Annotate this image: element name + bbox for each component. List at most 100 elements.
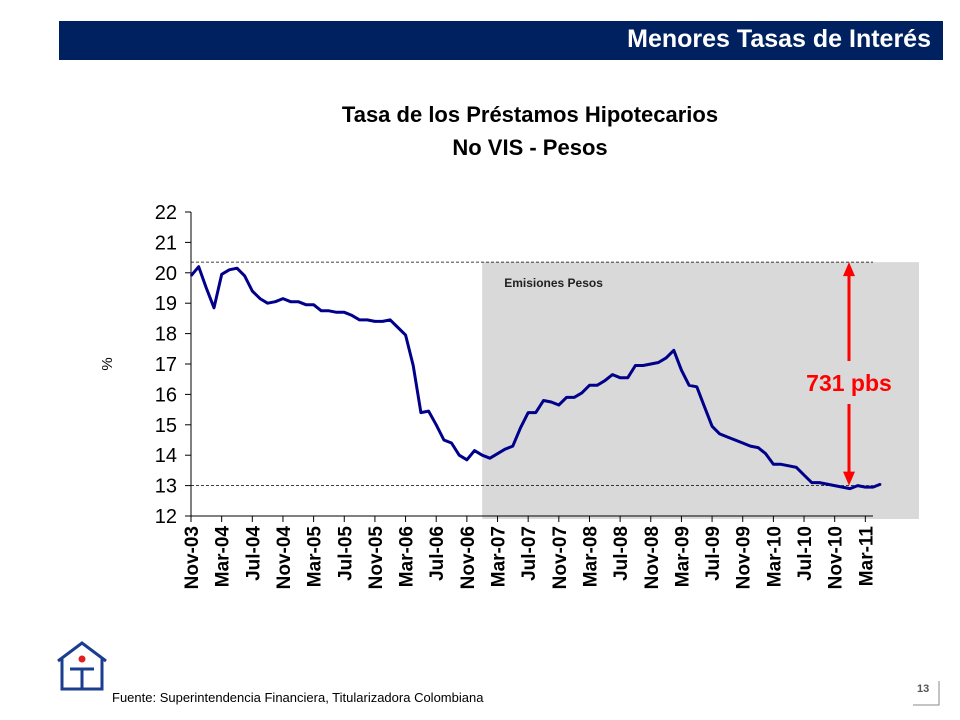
data-point [757,446,759,449]
data-point [726,436,729,438]
x-tick-label: Jul-08 [611,526,632,581]
x-tick-label: Nov-08 [642,526,663,589]
x-tick-label: Mar-07 [489,526,510,587]
data-point [695,386,698,388]
data-point [642,364,644,367]
data-point [266,302,269,305]
data-point [573,396,575,399]
data-point [343,311,346,314]
company-logo [56,641,108,696]
data-point [496,452,499,455]
data-point [259,297,261,300]
x-tick-label: Nov-09 [734,526,755,589]
data-point [649,363,652,365]
data-point [412,364,415,367]
data-point [366,319,369,321]
x-tick-label: Mar-11 [856,526,877,587]
data-point [764,452,767,455]
data-point [512,445,514,447]
x-tick-label: Nov-07 [550,526,571,589]
data-point [251,290,254,292]
data-point [228,268,231,271]
data-point [435,424,438,426]
x-tick-label: Jul-06 [427,526,448,581]
data-point [458,454,461,457]
y-tick-label: 21 [155,232,177,254]
data-point [749,445,752,447]
data-point [466,458,468,461]
x-tick-label: Jul-07 [519,526,540,581]
data-point [795,466,798,469]
data-point [818,481,821,484]
data-point [335,311,338,314]
data-point [711,425,713,428]
data-point [220,273,223,276]
data-point [205,287,208,289]
y-tick-label: 16 [155,384,177,406]
data-point [879,483,882,485]
x-tick-label: Jul-10 [795,526,816,581]
data-point [772,463,775,466]
y-tick-label: 14 [155,445,177,467]
y-axis-label: % [99,357,116,370]
x-tick-label: Nov-10 [826,526,847,589]
y-tick-label: 12 [155,506,177,528]
data-point [289,300,292,303]
y-tick-label: 17 [155,354,177,376]
chart-title-line-2: No VIS - Pesos [452,135,608,160]
data-point [320,310,323,312]
arrow-head-down [843,471,855,486]
data-point [190,275,192,277]
data-point [680,369,683,371]
data-point [420,411,422,414]
x-tick-label: Nov-03 [182,526,203,589]
data-point [810,481,813,484]
data-point [305,303,307,306]
data-point [312,303,315,306]
annotation-label: 731 pbs [806,370,892,396]
page-number: 13 [917,683,930,695]
title-banner: Menores Tasas de Interés [59,21,943,60]
data-point [236,267,238,270]
data-point [542,399,545,402]
data-point [381,320,384,323]
y-tick-label: 20 [155,263,177,285]
data-point [626,376,629,379]
x-tick-label: Mar-08 [580,526,601,587]
x-tick-label: Jul-09 [703,526,724,581]
data-point [596,384,598,387]
data-point [443,439,445,441]
data-point [718,433,721,435]
data-point [535,411,537,414]
data-point [841,486,844,488]
data-point [328,310,330,312]
x-tick-label: Mar-09 [672,526,693,587]
x-tick-label: Jul-04 [243,526,264,581]
data-point [603,379,606,382]
y-tick-label: 18 [155,324,177,346]
data-point [504,448,506,450]
chart-title-line-1: Tasa de los Préstamos Hipotecarios [341,102,719,127]
data-point [197,265,200,268]
data-point [688,384,690,387]
data-point [703,405,706,408]
data-point [826,483,828,485]
data-point [389,319,392,321]
data-point [358,319,361,321]
x-tick-label: Nov-04 [274,526,295,590]
x-tick-label: Nov-05 [366,526,387,590]
data-point [849,487,851,490]
data-point [611,373,614,376]
data-point [864,486,867,488]
data-point [274,300,277,303]
data-point [672,349,675,352]
data-point [588,384,591,387]
data-point [565,396,568,399]
data-point [351,314,353,317]
data-point [550,401,552,403]
data-point [481,454,483,457]
data-point [619,376,621,379]
data-point [803,474,805,476]
banner-title: Menores Tasas de Interés [627,25,931,53]
